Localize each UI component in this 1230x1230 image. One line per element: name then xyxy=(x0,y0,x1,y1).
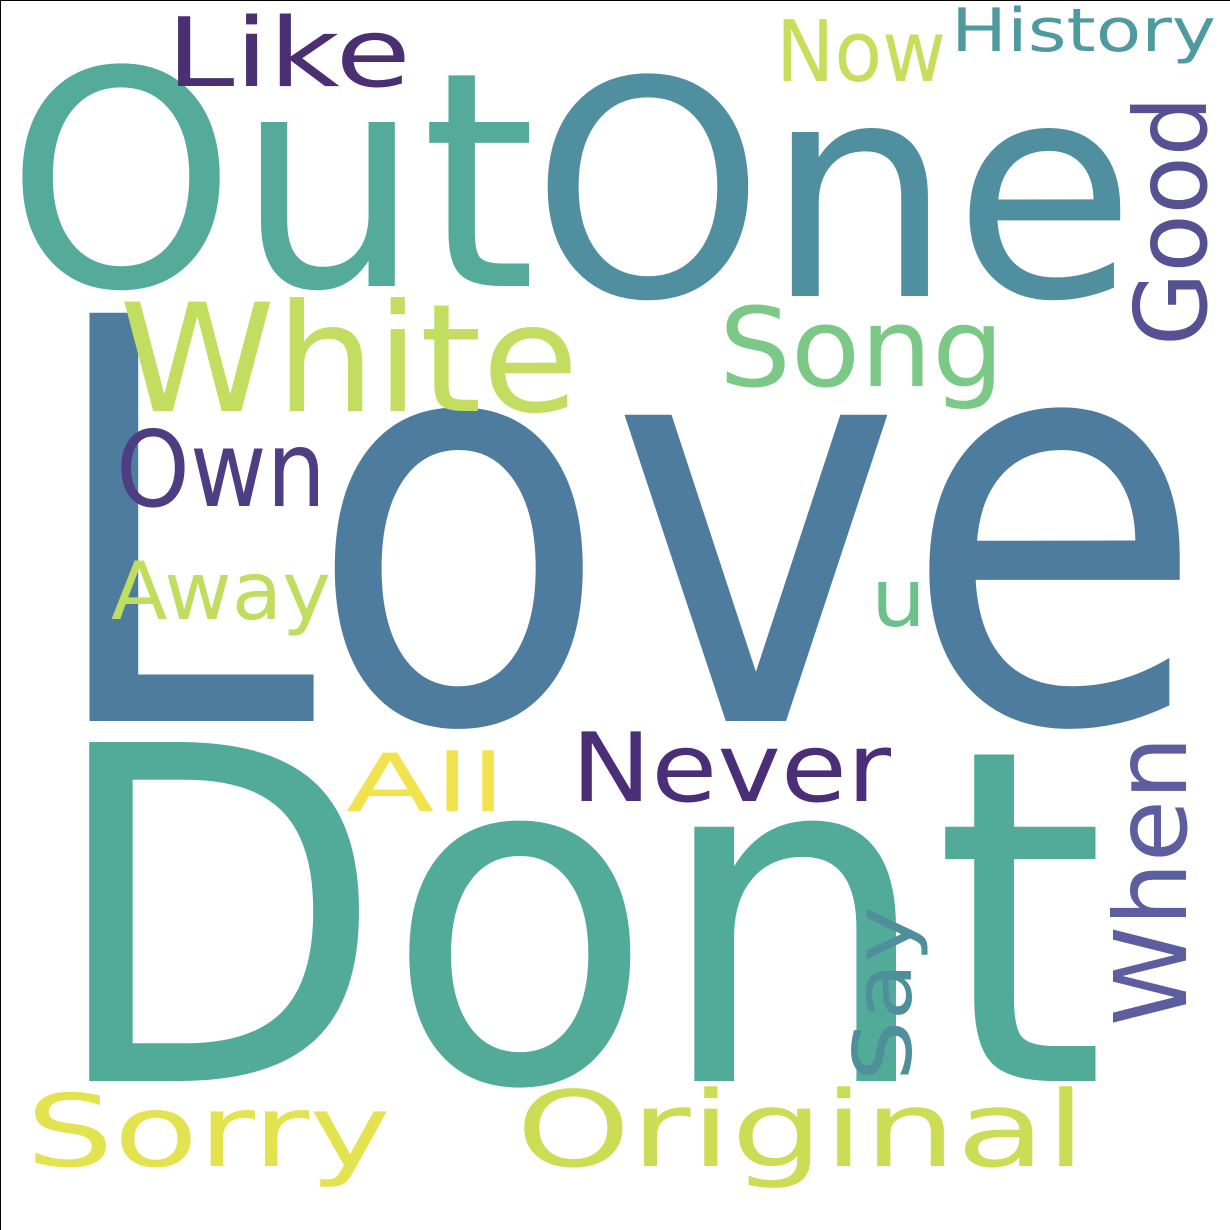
word-like: Like xyxy=(166,1,411,109)
word-out: Out xyxy=(6,8,536,357)
word-white: White xyxy=(119,273,579,447)
word-when: When xyxy=(1093,736,1210,1026)
word-dont: Dont xyxy=(46,649,1106,1191)
word-say: Say xyxy=(837,906,930,1081)
word-history: History xyxy=(951,1,1216,66)
word-never: Never xyxy=(571,714,892,824)
word-good: Good xyxy=(1113,96,1230,346)
word-one: One xyxy=(531,18,1136,367)
word-u: u xyxy=(871,552,926,645)
word-sorry: Sorry xyxy=(26,1073,391,1190)
word-away: Away xyxy=(111,545,331,638)
word-all: All xyxy=(346,737,506,830)
word-own: Own xyxy=(116,409,326,531)
word-song: Song xyxy=(719,284,1004,412)
word-now: Now xyxy=(776,3,946,102)
word-original: Original xyxy=(516,1069,1086,1191)
word-love: Love xyxy=(41,202,1206,854)
